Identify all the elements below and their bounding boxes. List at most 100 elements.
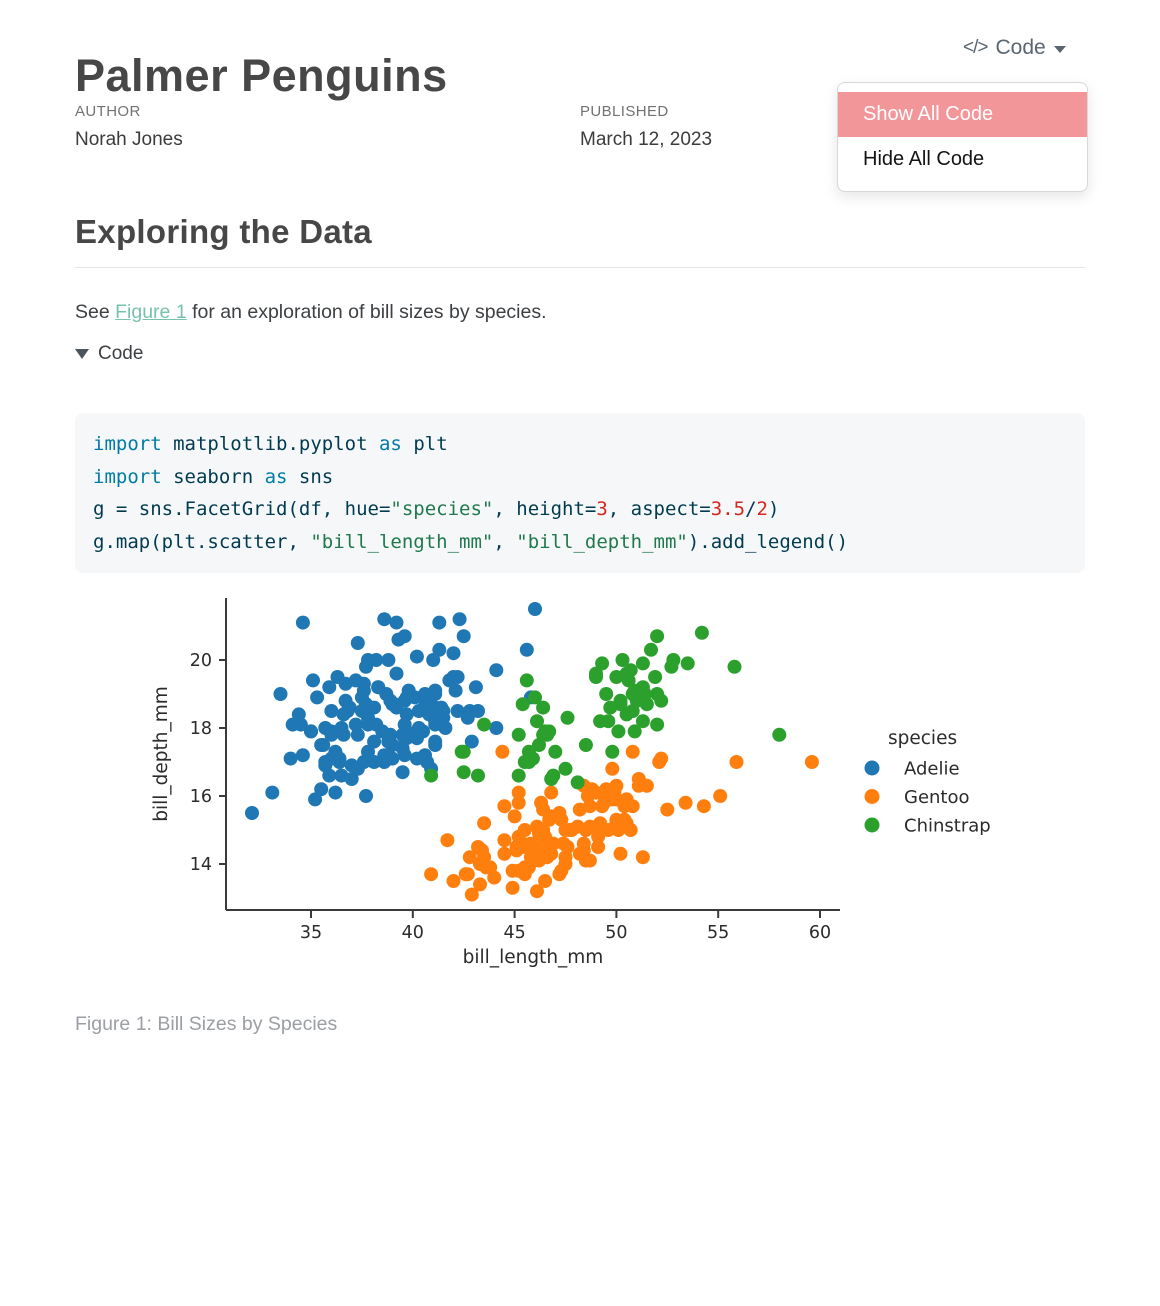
data-point <box>591 840 606 854</box>
data-point <box>517 840 532 854</box>
author-block: AUTHOR Norah Jones <box>75 103 183 151</box>
data-point <box>389 700 404 715</box>
data-point <box>409 731 424 746</box>
data-point <box>432 642 447 657</box>
data-point <box>528 690 542 705</box>
published-block: PUBLISHED March 12, 2023 <box>580 103 712 151</box>
data-point <box>446 646 461 661</box>
data-point <box>595 656 610 671</box>
data-point <box>424 768 439 783</box>
data-point <box>359 789 373 803</box>
data-point <box>330 670 345 684</box>
data-point <box>530 714 544 729</box>
data-point <box>576 843 591 858</box>
data-point <box>473 857 487 871</box>
data-point <box>804 755 819 769</box>
data-point <box>650 717 665 732</box>
data-point <box>660 802 675 817</box>
data-point <box>450 670 465 684</box>
data-point <box>322 680 337 695</box>
data-point <box>350 636 365 650</box>
data-point <box>497 833 512 848</box>
data-point <box>544 772 559 786</box>
data-point <box>446 874 461 888</box>
data-point <box>601 823 616 837</box>
x-tick-label: 35 <box>300 923 322 943</box>
data-point <box>399 731 414 746</box>
data-point <box>306 673 320 688</box>
data-point <box>613 697 628 712</box>
data-point <box>456 629 471 644</box>
author-name: Norah Jones <box>75 129 183 150</box>
data-point <box>511 768 526 783</box>
data-point <box>536 823 551 837</box>
data-point <box>369 653 384 667</box>
data-point <box>354 704 369 718</box>
data-point <box>538 874 553 888</box>
data-point <box>304 724 318 739</box>
body-paragraph: See Figure 1 for an exploration of bill … <box>75 301 547 324</box>
code-menu-label: Code <box>995 36 1046 59</box>
data-point <box>635 656 650 671</box>
code-fold-toggle[interactable]: Code <box>75 343 143 365</box>
data-point <box>475 843 489 858</box>
figure-1-link[interactable]: Figure 1 <box>115 300 187 323</box>
data-point <box>350 761 365 776</box>
legend-swatch-chinstrap <box>864 817 880 833</box>
data-point <box>344 772 359 786</box>
code-menu-trigger[interactable]: </> Code <box>963 36 1066 60</box>
data-point <box>389 615 404 630</box>
data-point <box>308 792 323 807</box>
data-point <box>625 744 640 759</box>
data-point <box>381 734 396 749</box>
data-point <box>245 806 259 820</box>
data-point <box>536 700 551 715</box>
code-line: import seaborn as sns <box>93 465 334 488</box>
data-point <box>471 704 485 718</box>
data-point <box>397 629 412 644</box>
data-point <box>521 744 536 759</box>
data-point <box>452 612 467 627</box>
code-line: g.map(plt.scatter, "bill_length_mm", "bi… <box>93 530 849 553</box>
data-point <box>348 673 363 688</box>
data-point <box>572 802 587 817</box>
x-axis-label: bill_length_mm <box>463 947 604 968</box>
data-point <box>650 629 665 644</box>
menu-item-hide-all-code[interactable]: Hide All Code <box>863 148 985 170</box>
data-point <box>727 659 742 674</box>
data-point <box>464 734 479 749</box>
data-point <box>611 724 626 739</box>
data-point <box>505 863 520 878</box>
data-point <box>648 670 663 684</box>
code-line: import matplotlib.pyplot as plt <box>93 433 448 455</box>
data-point <box>273 687 288 701</box>
data-point <box>617 799 632 814</box>
section-heading: Exploring the Data <box>75 213 1085 269</box>
data-point <box>350 727 365 742</box>
data-point <box>462 850 477 865</box>
scatter-plot: 35 40 45 50 55 60 14 16 18 20 bill_length_mm bill_d… <box>151 598 991 968</box>
legend-label-chinstrap: Chinstrap <box>904 816 991 837</box>
data-point <box>532 738 546 752</box>
data-point <box>473 877 487 892</box>
data-point <box>519 673 534 688</box>
data-point <box>471 768 485 783</box>
data-point <box>552 867 567 882</box>
menu-item-show-all-code[interactable]: Show All Code <box>838 92 1087 137</box>
data-point <box>678 795 693 810</box>
data-point <box>666 653 681 667</box>
data-point <box>528 602 542 616</box>
data-point <box>556 836 571 851</box>
data-point <box>322 768 337 783</box>
data-point <box>371 680 386 695</box>
data-point <box>399 690 414 705</box>
y-axis-label: bill_depth_mm <box>151 686 172 822</box>
data-point <box>389 666 404 681</box>
figure-caption: Figure 1: Bill Sizes by Species <box>75 1013 338 1035</box>
data-point <box>544 846 559 861</box>
data-point <box>367 755 382 769</box>
data-point <box>497 799 512 814</box>
data-point <box>680 656 695 671</box>
data-point <box>625 687 640 701</box>
